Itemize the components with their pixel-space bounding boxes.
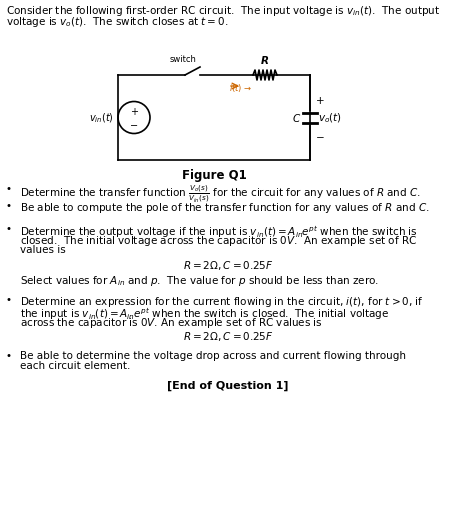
- Text: Determine an expression for the current flowing in the circuit, $i(t)$, for $t >: Determine an expression for the current …: [20, 295, 423, 309]
- Text: −: −: [315, 133, 324, 143]
- Text: C: C: [292, 113, 299, 123]
- Text: •: •: [6, 223, 12, 233]
- Text: switch: switch: [169, 55, 196, 64]
- Text: •: •: [6, 184, 12, 193]
- Text: R: R: [260, 56, 268, 66]
- Text: Determine the output voltage if the input is $v_{in}(t) = A_{in}e^{pt}$ when the: Determine the output voltage if the inpu…: [20, 223, 417, 239]
- Text: +: +: [130, 106, 138, 116]
- Text: voltage is $v_o(t)$.  The switch closes at $t = 0$.: voltage is $v_o(t)$. The switch closes a…: [6, 15, 228, 29]
- Text: •: •: [6, 295, 12, 305]
- Text: each circuit element.: each circuit element.: [20, 361, 130, 371]
- Text: Be able to compute the pole of the transfer function for any values of $R$ and $: Be able to compute the pole of the trans…: [20, 200, 429, 215]
- Text: •: •: [6, 200, 12, 211]
- Text: across the capacitor is $0V$. An example set of RC values is: across the capacitor is $0V$. An example…: [20, 316, 322, 330]
- Text: [End of Question 1]: [End of Question 1]: [167, 380, 288, 390]
- Text: Consider the following first-order RC circuit.  The input voltage is $v_{in}(t)$: Consider the following first-order RC ci…: [6, 4, 439, 18]
- Text: $v_o(t)$: $v_o(t)$: [317, 112, 341, 125]
- Text: −: −: [130, 120, 138, 130]
- Text: values is: values is: [20, 244, 66, 255]
- Text: $i(t)$ →: $i(t)$ →: [228, 82, 252, 94]
- Text: Figure Q1: Figure Q1: [181, 169, 246, 182]
- Text: Be able to determine the voltage drop across and current flowing through: Be able to determine the voltage drop ac…: [20, 350, 405, 360]
- Text: $R = 2\Omega, C = 0.25F$: $R = 2\Omega, C = 0.25F$: [182, 258, 273, 271]
- Text: •: •: [6, 350, 12, 360]
- Text: +: +: [315, 95, 324, 105]
- Text: closed.  The initial voltage across the capacitor is $0V$.  An example set of RC: closed. The initial voltage across the c…: [20, 234, 416, 248]
- Text: Determine the transfer function $\frac{V_o(s)}{V_{in}(s)}$ for the circuit for a: Determine the transfer function $\frac{V…: [20, 184, 420, 205]
- Text: $R = 2\Omega, C = 0.25F$: $R = 2\Omega, C = 0.25F$: [182, 329, 273, 342]
- Text: $v_{in}(t)$: $v_{in}(t)$: [89, 112, 114, 125]
- Text: the input is $v_{in}(t) = A_{in}e^{pt}$ when the switch is closed.  The initial : the input is $v_{in}(t) = A_{in}e^{pt}$ …: [20, 305, 389, 321]
- Text: Select values for $A_{in}$ and $p$.  The value for $p$ should be less than zero.: Select values for $A_{in}$ and $p$. The …: [20, 274, 378, 288]
